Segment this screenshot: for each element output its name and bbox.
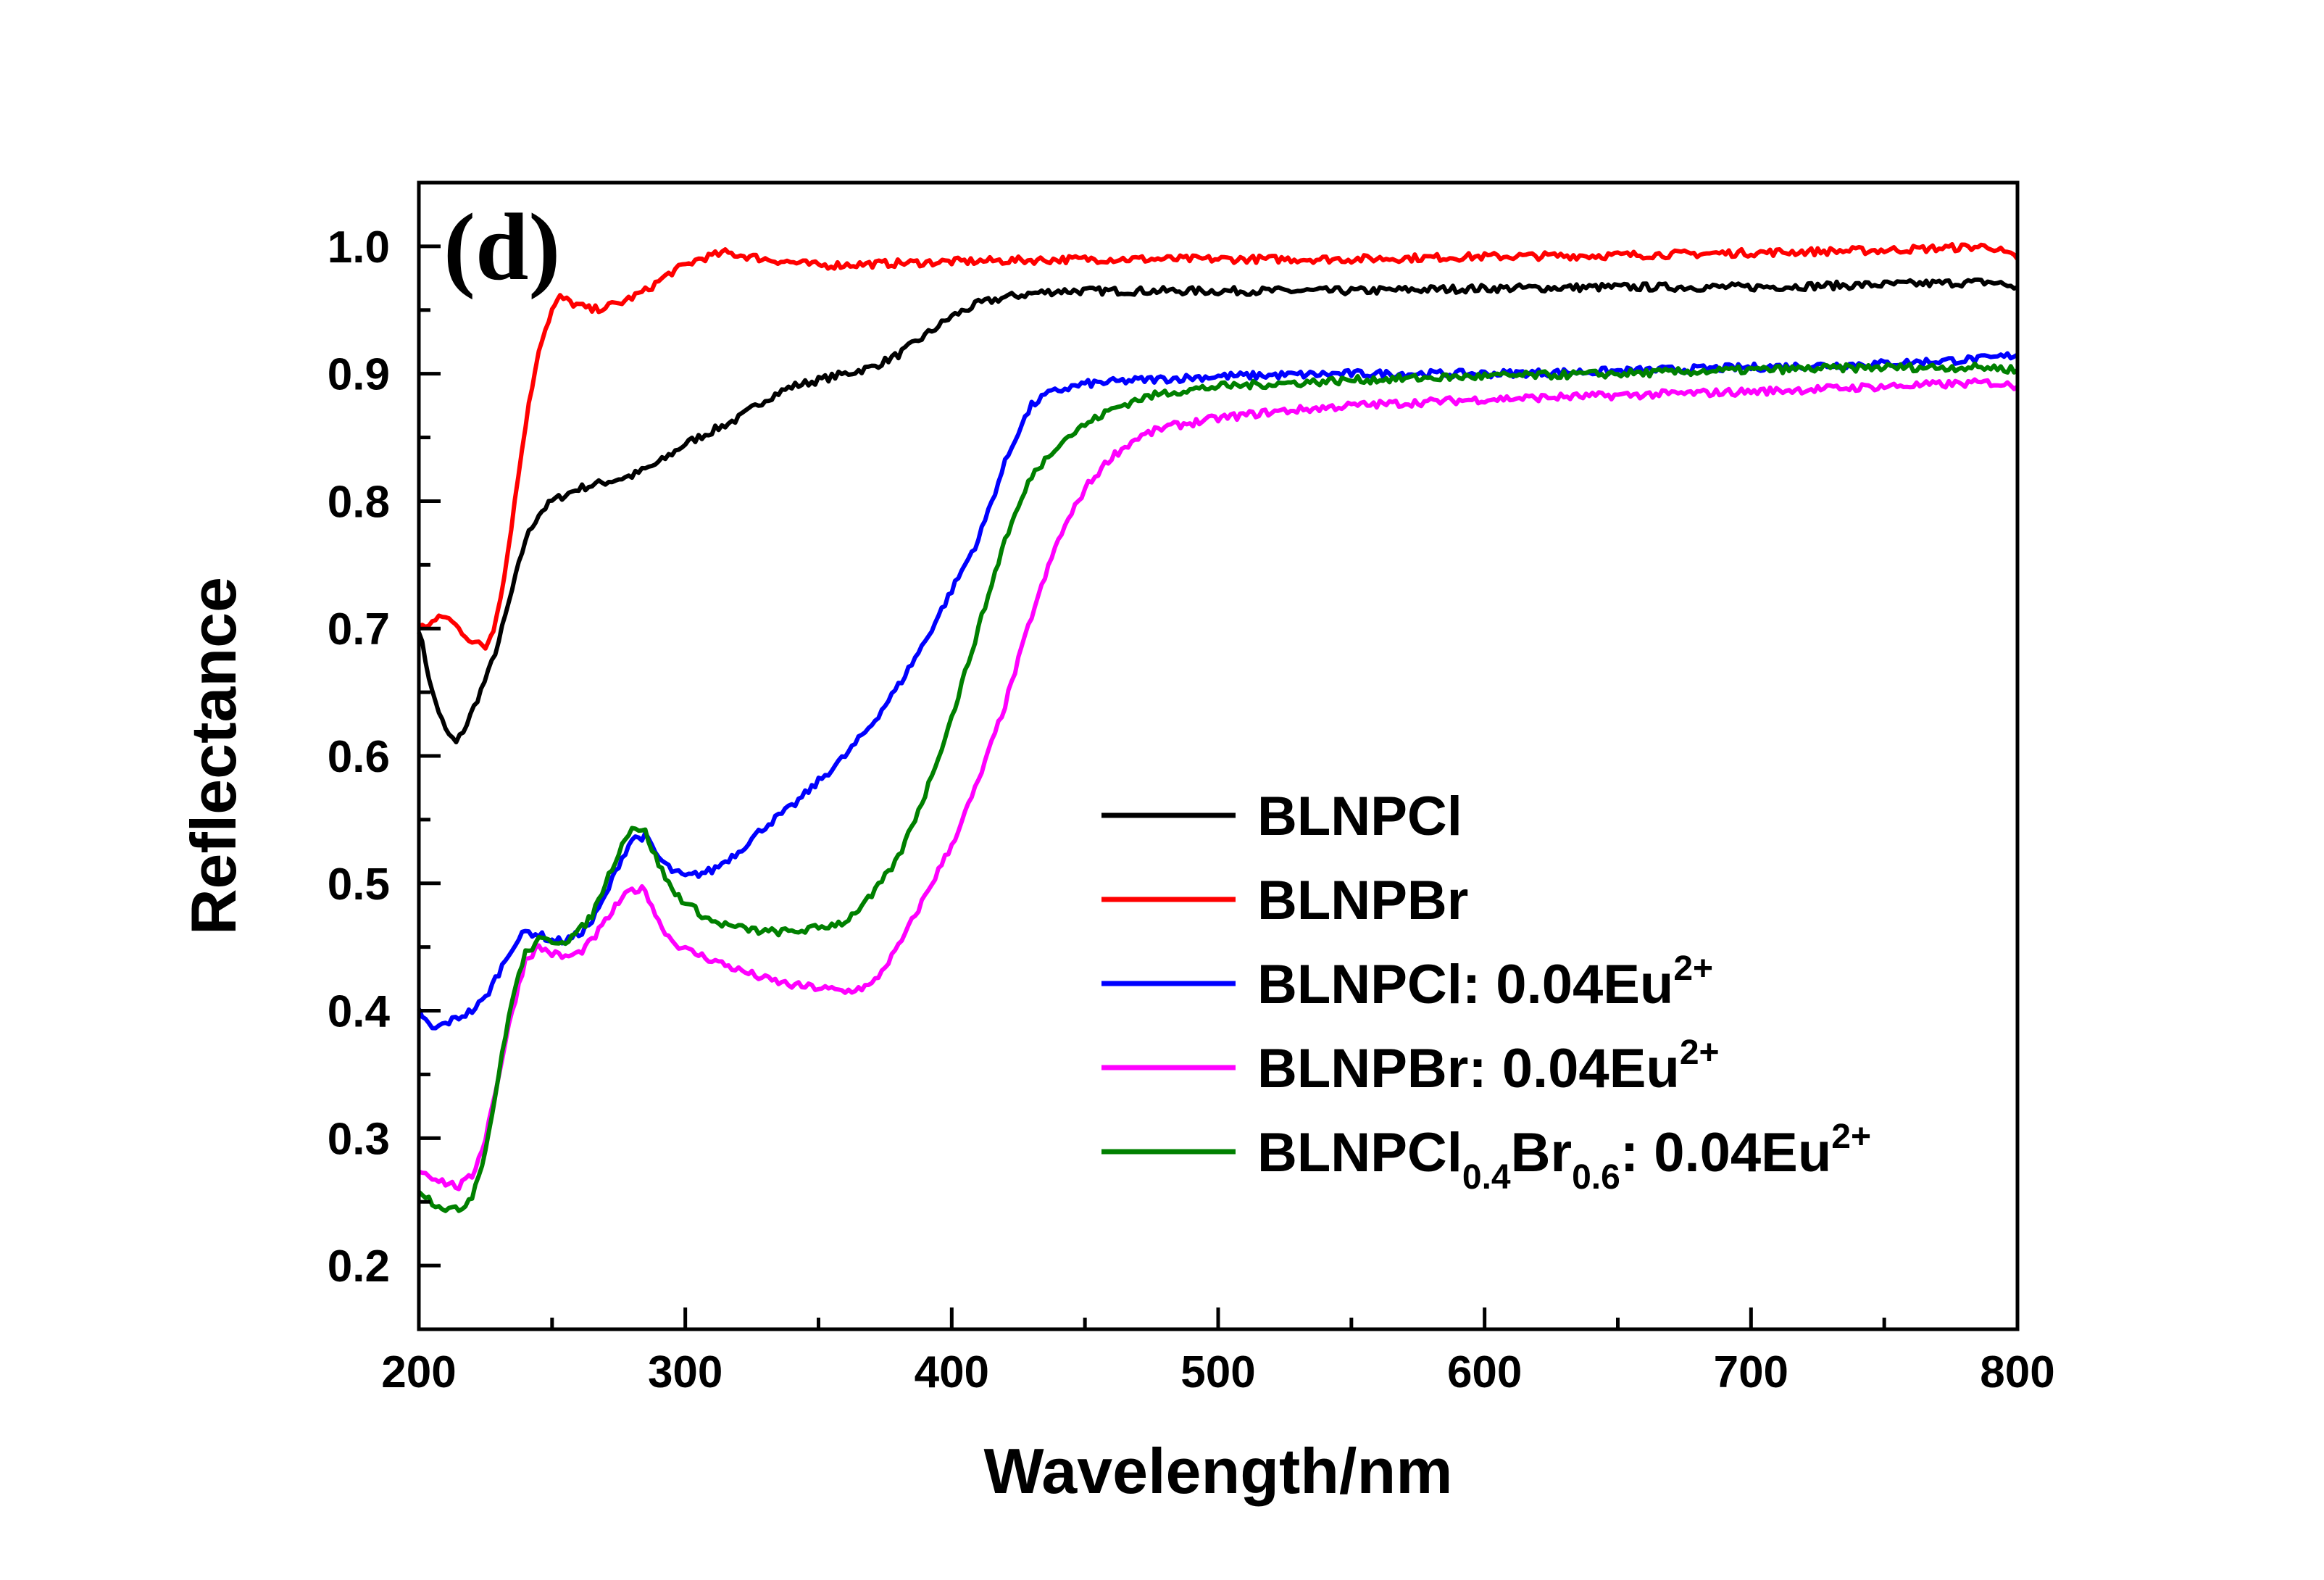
y-axis: 0.2 0.3 0.4 0.5 0.6 0.7 0.8 0.9 1.0 <box>328 180 441 1331</box>
legend-entry-part: BLNPBr <box>1257 870 1468 931</box>
legend-entry-part: Br <box>1511 1122 1572 1184</box>
legend-entry-part: 2+ <box>1680 1034 1720 1072</box>
series-line-2 <box>417 351 2019 1031</box>
y-tick-label: 0.8 <box>328 477 390 527</box>
legend-entry-part: BLNPCl: 0.04Eu <box>1257 954 1673 1015</box>
y-axis-title: Reflectance <box>178 577 249 935</box>
legend-entry-part: 0.4 <box>1462 1158 1511 1197</box>
legend-entry-0: BLNPCl <box>1257 786 1462 847</box>
x-tick-label: 700 <box>1714 1347 1788 1397</box>
legend-entry-part: 2+ <box>1831 1118 1871 1156</box>
series-line-4 <box>417 361 2019 1213</box>
y-tick-label: 0.4 <box>328 987 391 1037</box>
series-line-3 <box>417 377 2019 1192</box>
legend-entry-1: BLNPBr <box>1257 870 1468 931</box>
series-line-1 <box>417 242 2020 651</box>
y-tick-label: 0.6 <box>328 732 390 782</box>
x-tick-label: 400 <box>915 1347 989 1397</box>
x-tick-label: 800 <box>1980 1347 2054 1397</box>
y-tick-label: 0.7 <box>328 604 390 654</box>
x-tick-label: 200 <box>381 1347 456 1397</box>
x-tick-label: 500 <box>1180 1347 1255 1397</box>
y-tick-label: 1.0 <box>328 223 390 273</box>
y-tick-label: 0.5 <box>328 860 390 910</box>
x-axis-title: Wavelength/nm <box>983 1435 1452 1507</box>
series-layer <box>417 242 2020 1213</box>
y-tick-label: 0.3 <box>328 1114 390 1164</box>
legend-entry-part: 0.6 <box>1572 1158 1620 1197</box>
legend-entry-part: : 0.04Eu <box>1620 1122 1831 1184</box>
legend-entry-3: BLNPBr: 0.04Eu2+ <box>1257 1034 1720 1099</box>
legend-entry-part: BLNPCl <box>1257 786 1462 847</box>
legend-entry-part: BLNPCl <box>1257 1122 1462 1184</box>
x-axis: 200 300 400 500 600 700 800 <box>381 1307 2055 1397</box>
panel-label: (d) <box>443 194 560 300</box>
y-tick-label: 0.2 <box>328 1242 390 1292</box>
legend-entry-2: BLNPCl: 0.04Eu2+ <box>1257 949 1713 1015</box>
legend-entry-4: BLNPCl0.4Br0.6: 0.04Eu2+ <box>1257 1118 1871 1197</box>
legend-entry-part: BLNPBr: 0.04Eu <box>1257 1038 1680 1099</box>
legend-entry-part: 2+ <box>1673 949 1713 988</box>
y-tick-label: 0.9 <box>328 350 390 400</box>
x-tick-label: 600 <box>1447 1347 1522 1397</box>
series-line-0 <box>417 277 2019 744</box>
x-tick-label: 300 <box>648 1347 722 1397</box>
